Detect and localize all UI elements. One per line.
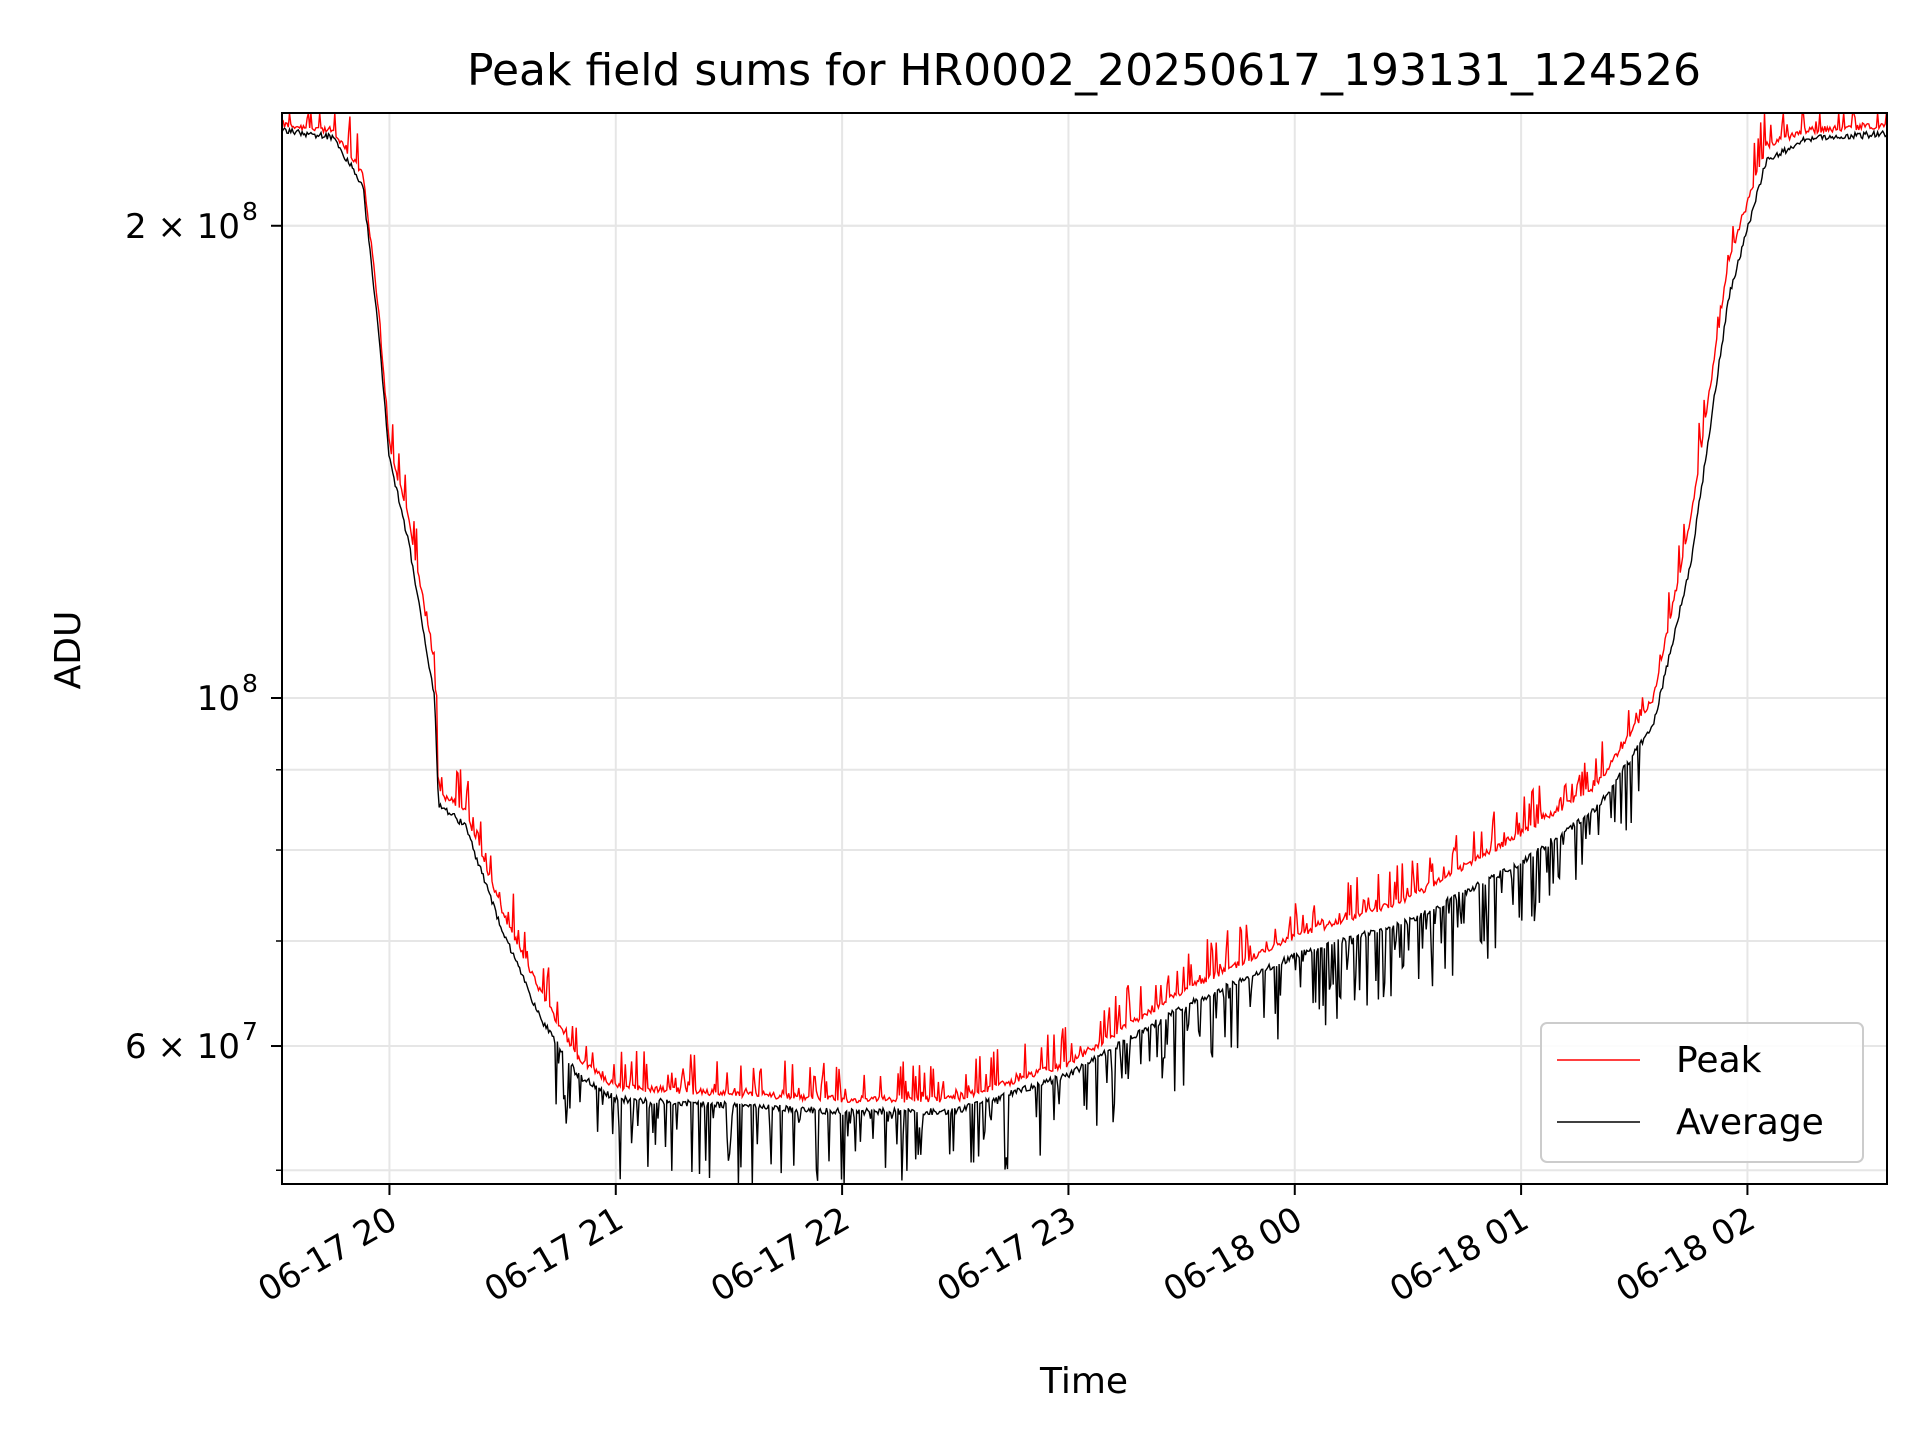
- legend: Peak Average: [1540, 1022, 1864, 1163]
- series-line-peak: [282, 113, 1887, 1104]
- y-axis: 2 × 10 810 86 × 10 7: [125, 197, 282, 1171]
- y-tick-label-exponent: 8: [242, 669, 258, 698]
- plot-frame: [281, 112, 1888, 1185]
- series-line-average: [282, 126, 1887, 1184]
- y-tick-label-exponent: 8: [242, 197, 258, 226]
- y-tick-label: 10 8: [197, 669, 258, 719]
- y-tick-label-base: 6 × 10: [125, 1027, 240, 1067]
- y-tick-label-exponent: 7: [242, 1017, 258, 1046]
- grid-layer: [282, 113, 1887, 1184]
- legend-box: [1540, 1022, 1864, 1163]
- y-axis-label: ADU: [48, 611, 89, 690]
- y-tick-label: 6 × 10 7: [125, 1017, 258, 1067]
- chart-title: Peak field sums for HR0002_20250617_1931…: [467, 45, 1701, 96]
- legend-label-peak: Peak: [1676, 1040, 1762, 1081]
- y-tick-label-base: 2 × 10: [125, 207, 240, 247]
- x-axis-label: Time: [1039, 1361, 1128, 1402]
- legend-label-average: Average: [1676, 1102, 1824, 1143]
- y-tick-label: 2 × 10 8: [125, 197, 258, 247]
- series-layer: [282, 113, 1887, 1184]
- y-tick-label-base: 10: [197, 679, 240, 719]
